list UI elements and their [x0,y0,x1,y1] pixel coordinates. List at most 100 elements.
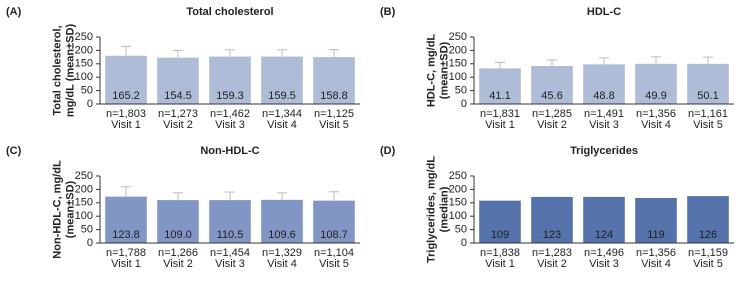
bar [261,199,303,243]
bar-label: 123.8 [112,229,140,241]
bar-label: 49.9 [645,90,666,102]
panel-label: (A) [6,6,22,18]
panel-label: (B) [380,6,396,18]
n-label: n=1,161 [688,108,728,120]
n-label: n=1,125 [314,108,354,120]
bar [157,200,199,243]
y-tick-label: 200 [75,44,93,56]
n-label: n=1,285 [532,108,572,120]
chart-title: Non-HDL-C [200,145,259,157]
bar [105,55,147,104]
bar-label: 165.2 [112,90,140,102]
bar [209,56,251,104]
n-label: n=1,356 [636,108,676,120]
x-tick-label: Visit 4 [641,258,671,270]
n-label: n=1,344 [262,108,302,120]
bar-label: 50.1 [697,90,718,102]
n-label: n=1,273 [158,108,198,120]
x-tick-label: Visit 1 [111,119,141,131]
bar [479,200,521,243]
x-tick-label: Visit 1 [485,258,515,270]
x-tick-label: Visit 5 [693,258,723,270]
bar-label: 159.3 [216,90,244,102]
y-tick-label: 250 [75,170,93,182]
bar [687,196,729,243]
n-label: n=1,454 [210,247,250,259]
y-tick-label: 0 [87,237,93,249]
n-label: n=1,831 [480,108,520,120]
n-label: n=1,329 [262,247,302,259]
x-tick-label: Visit 5 [693,119,723,131]
x-tick-label: Visit 5 [319,119,349,131]
bar [313,57,355,104]
x-tick-label: Visit 2 [537,258,567,270]
bar [261,56,303,104]
n-label: n=1,159 [688,247,728,259]
bar [313,200,355,243]
bar [531,196,573,243]
bar-label: 109 [491,229,509,241]
chart-title: HDL-C [587,6,621,18]
bar [479,68,521,104]
x-tick-label: Visit 2 [163,258,193,270]
bar-label: 126 [699,229,717,241]
bar-label: 159.5 [268,90,296,102]
y-tick-label: 200 [449,183,467,195]
bar-label: 123 [543,229,561,241]
y-axis-label: Triglycerides, mg/dL [425,156,437,263]
bar-label: 119 [647,229,665,241]
y-tick-label: 50 [455,224,467,236]
bar [531,65,573,104]
y-axis-label: (median) [438,186,450,232]
bar-label: 109.6 [268,229,296,241]
y-tick-label: 50 [455,85,467,97]
y-tick-label: 250 [449,31,467,43]
bar-label: 108.7 [320,229,348,241]
y-tick-label: 100 [75,210,93,222]
y-axis-label: Non-HDL-C, mg/dL [51,160,63,259]
y-tick-label: 50 [81,85,93,97]
y-tick-label: 100 [75,71,93,83]
bar-label: 124 [595,229,613,241]
y-tick-label: 50 [81,224,93,236]
n-label: n=1,283 [532,247,572,259]
n-label: n=1,838 [480,247,520,259]
y-tick-label: 250 [75,31,93,43]
y-tick-label: 150 [449,197,467,209]
bar-label: 41.1 [489,90,510,102]
bar [157,57,199,104]
bar [209,200,251,243]
y-tick-label: 100 [449,210,467,222]
n-label: n=1,788 [106,247,146,259]
x-tick-label: Visit 3 [215,119,245,131]
bar-label: 158.8 [320,90,348,102]
y-tick-label: 150 [449,58,467,70]
n-label: n=1,104 [314,247,354,259]
x-tick-label: Visit 2 [163,119,193,131]
y-tick-label: 100 [449,71,467,83]
y-tick-label: 0 [461,98,467,110]
x-tick-label: Visit 2 [537,119,567,131]
y-tick-label: 0 [461,237,467,249]
panel-label: (D) [380,145,396,157]
bar [583,196,625,243]
chart-title: Triglycerides [570,145,638,157]
x-tick-label: Visit 4 [641,119,671,131]
bar-label: 110.5 [217,229,244,241]
n-label: n=1,356 [636,247,676,259]
bar [635,63,677,104]
y-tick-label: 200 [75,183,93,195]
y-axis-label: (mean±SD) [438,41,450,99]
bar-label: 109.0 [164,229,192,241]
x-tick-label: Visit 3 [215,258,245,270]
x-tick-label: Visit 3 [589,119,619,131]
bar [687,63,729,104]
x-tick-label: Visit 5 [319,258,349,270]
y-axis-label: HDL-C, mg/dL [425,34,437,108]
bar [105,196,147,243]
chart-title: Total cholesterol [186,6,273,18]
bar [583,64,625,104]
bar [635,197,677,243]
y-axis-label: Total cholesterol, [51,25,63,115]
y-tick-label: 150 [75,197,93,209]
